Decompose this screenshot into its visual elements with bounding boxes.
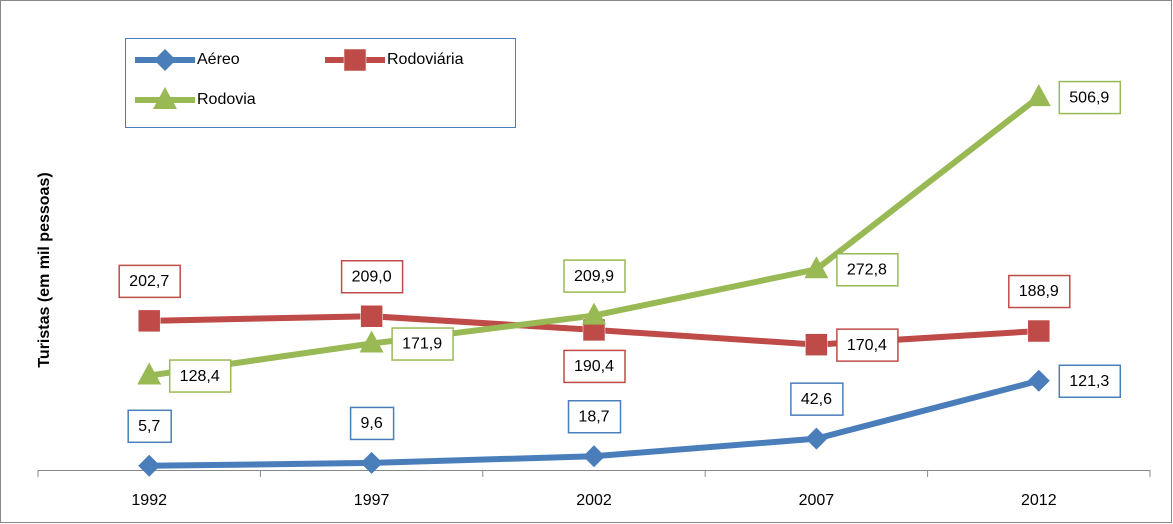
marker (583, 445, 605, 468)
legend-box (125, 38, 516, 128)
data-label-box (118, 264, 181, 299)
marker (360, 304, 383, 328)
data-label: 9,6 (360, 415, 382, 432)
data-label-box (349, 406, 395, 441)
data-label-box (567, 399, 622, 434)
marker (804, 256, 829, 279)
data-label: 209,9 (574, 268, 614, 285)
data-label-box (1008, 274, 1071, 309)
legend-marker (154, 49, 176, 71)
data-label: 202,7 (129, 273, 169, 290)
data-label-box (836, 328, 899, 362)
data-label-box (340, 259, 404, 294)
data-label: 209,0 (352, 268, 392, 285)
marker (359, 330, 384, 353)
x-tick-label: 2007 (799, 492, 835, 509)
data-label-box (127, 409, 172, 444)
marker (360, 451, 383, 474)
data-label-box (391, 327, 454, 361)
data-label-box (790, 382, 844, 416)
data-label-box (1058, 80, 1122, 115)
data-label-box (563, 349, 626, 384)
marker (1026, 84, 1051, 107)
y-axis-label: Turistas (em mil pessoas) (36, 172, 53, 367)
legend-label: Aéreo (197, 51, 240, 68)
data-label: 5,7 (138, 418, 160, 435)
marker (1027, 369, 1050, 392)
data-label: 18,7 (578, 408, 609, 425)
data-label-box (168, 359, 232, 393)
data-label: 170,4 (847, 337, 887, 354)
x-tick-label: 2002 (576, 492, 612, 509)
marker (137, 362, 162, 385)
marker (1027, 319, 1051, 343)
marker (138, 454, 161, 477)
data-label: 128,4 (180, 368, 220, 385)
data-label: 42,6 (801, 391, 832, 408)
data-label: 190,4 (574, 358, 614, 375)
legend-marker (153, 87, 177, 109)
data-label-box (563, 259, 626, 293)
x-tick-label: 2012 (1021, 492, 1057, 509)
x-tick-label: 1997 (354, 492, 390, 509)
marker (805, 427, 828, 450)
data-label: 506,9 (1069, 89, 1109, 106)
marker (582, 302, 606, 325)
data-label-box (836, 253, 899, 287)
data-label: 121,3 (1069, 373, 1109, 390)
data-label: 171,9 (402, 336, 442, 353)
data-label: 188,9 (1019, 283, 1059, 300)
marker (805, 333, 828, 356)
legend-marker (343, 48, 367, 72)
legend-label: Rodoviária (387, 51, 464, 68)
x-tick-label: 1992 (131, 492, 167, 509)
data-label: 272,8 (847, 262, 887, 279)
data-label-box (1058, 364, 1122, 399)
legend-label: Rodovia (197, 91, 256, 108)
marker (137, 309, 161, 333)
